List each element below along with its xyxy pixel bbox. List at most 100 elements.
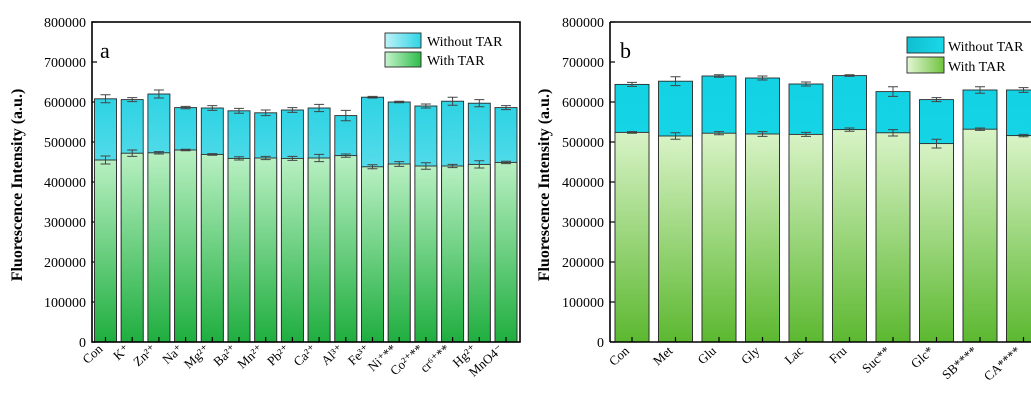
error-bar-with-tar-a <box>153 151 164 155</box>
y-tick-label-a: 600000 <box>44 96 86 111</box>
x-ticks-a: Con K⁺Zn²⁺ Na⁺Mg²⁺Ba²⁺Mn²⁺Pb²⁺Ca²⁺ Al³⁺ Fe³⁺… <box>79 337 507 380</box>
error-bar-with-tar-b <box>975 127 985 131</box>
bars-b <box>614 74 1031 343</box>
y-tick-label-b: 100000 <box>562 296 604 311</box>
y-tick-label-a: 700000 <box>44 56 86 71</box>
error-bar-without-tar-a <box>340 109 351 122</box>
bar-with-tar-a <box>494 161 518 343</box>
legend-label-with-tar-a: With TAR <box>427 54 485 69</box>
bar-with-tar-b <box>962 128 998 343</box>
x-tick-label-a: Pb²⁺ <box>264 341 292 369</box>
x-tick-label-b: Fru <box>826 343 850 367</box>
bar-with-tar-a <box>227 157 251 343</box>
x-tick-label-a: Mg²⁺ <box>181 341 212 371</box>
legend-label-without-tar-a: Without TAR <box>427 35 503 50</box>
error-bar-without-tar-b <box>975 86 985 94</box>
bar-with-tar-a <box>280 157 304 343</box>
error-bar-with-tar-a <box>447 163 458 169</box>
x-tick-label-b: CA**** <box>981 343 1024 384</box>
y-tick-label-b: 500000 <box>562 136 604 151</box>
legend-a: Without TAR With TAR <box>384 32 503 69</box>
y-tick-label-a: 0 <box>79 336 86 351</box>
bar-with-tar-a <box>414 165 438 343</box>
bar-with-tar-a <box>147 152 171 343</box>
bar-with-tar-a <box>254 157 278 343</box>
error-bar-without-tar-b <box>888 86 898 97</box>
bar-with-tar-b <box>875 132 911 343</box>
error-bar-without-tar-a <box>127 97 138 103</box>
y-tick-label-a: 800000 <box>44 16 86 31</box>
bar-with-tar-b <box>614 131 650 343</box>
legend-swatch-without-tar-b <box>906 36 945 54</box>
panel-letter-a: a <box>100 38 110 63</box>
x-tick-label-b: Glu <box>694 343 719 368</box>
error-bar-with-tar-b <box>1018 133 1029 138</box>
x-tick-label-b: SB**** <box>939 343 980 382</box>
y-axis-label-b: Fluorescence Intensity (a.u.) <box>536 89 553 282</box>
x-tick-label-a: K⁺ <box>110 341 132 363</box>
error-bar-without-tar-b <box>844 74 855 77</box>
y-tick-label-b: 300000 <box>562 216 604 231</box>
y-tick-label-b: 600000 <box>562 96 604 111</box>
bar-with-tar-b <box>1006 135 1031 343</box>
error-bar-without-tar-a <box>394 100 405 104</box>
error-bar-with-tar-a <box>420 162 431 170</box>
error-bar-without-tar-a <box>474 99 485 108</box>
y-ticks-b: 0 100000 200000 300000 400000 500000 600000 700… <box>562 16 615 351</box>
x-ticks-b: Con Met Glu Gly Lac Fru Suc** Glc* SB**** CA**** <box>606 337 1025 384</box>
panel-letter-b: b <box>620 38 631 63</box>
x-tick-label-a: Mn²⁺ <box>234 341 265 371</box>
chart-panel-a: Fluorescence Intensity (a.u.) 0 100000 200… <box>9 16 521 380</box>
error-bar-with-tar-a <box>394 161 405 167</box>
error-bar-without-tar-a <box>153 89 164 99</box>
bar-with-tar-b <box>788 133 824 343</box>
error-bar-without-tar-b <box>931 97 942 103</box>
error-bar-with-tar-a <box>260 155 271 161</box>
error-bar-with-tar-b <box>801 131 811 137</box>
y-tick-label-a: 500000 <box>44 136 86 151</box>
bar-with-tar-a <box>174 149 198 343</box>
error-bar-with-tar-b <box>670 132 681 140</box>
bar-with-tar-a <box>120 152 144 343</box>
error-bar-with-tar-b <box>844 127 855 132</box>
bar-with-tar-a <box>467 163 491 343</box>
error-bar-without-tar-a <box>367 95 378 99</box>
error-bar-without-tar-a <box>260 109 271 117</box>
bar-with-tar-a <box>94 159 117 343</box>
bar-with-tar-a <box>307 157 331 343</box>
bar-with-tar-b <box>701 132 737 343</box>
bar-with-tar-b <box>745 133 780 343</box>
chart-panel-b: Fluorescence Intensity (a.u.) 0 100000 200… <box>536 16 1031 384</box>
x-tick-label-b: Gly <box>738 343 763 368</box>
x-tick-label-a: Zn²⁺ <box>130 341 159 369</box>
error-bar-without-tar-b <box>627 81 637 87</box>
x-tick-label-b: Suc** <box>859 343 893 376</box>
x-tick-label-b: Con <box>606 343 633 369</box>
bar-with-tar-b <box>919 143 954 343</box>
error-bar-without-tar-b <box>1018 87 1029 93</box>
error-bar-with-tar-a <box>314 153 325 163</box>
legend-swatch-with-tar-a <box>384 51 422 68</box>
y-tick-label-a: 200000 <box>44 256 86 271</box>
error-bar-without-tar-b <box>757 75 768 81</box>
error-bar-with-tar-a <box>234 156 244 161</box>
x-tick-label-b: Met <box>650 343 676 368</box>
legend-swatch-with-tar-b <box>906 56 945 74</box>
bar-with-tar-a <box>200 153 224 343</box>
bar-with-tar-a <box>334 155 358 343</box>
error-bar-without-tar-b <box>801 81 811 87</box>
y-tick-label-b: 800000 <box>562 16 604 31</box>
bars-a <box>94 89 518 343</box>
error-bar-with-tar-b <box>714 131 724 136</box>
y-tick-label-a: 300000 <box>44 216 86 231</box>
error-bar-with-tar-b <box>888 129 898 137</box>
y-ticks-a: 0 100000 200000 300000 400000 500000 600000 700… <box>44 16 97 351</box>
error-bar-with-tar-a <box>340 153 351 158</box>
error-bar-without-tar-a <box>207 105 218 111</box>
error-bar-without-tar-a <box>501 105 511 111</box>
x-tick-label-a: Ca²⁺ <box>290 341 319 369</box>
error-bar-without-tar-a <box>180 105 191 110</box>
error-bar-without-tar-a <box>314 103 325 113</box>
bar-with-tar-b <box>832 129 867 343</box>
